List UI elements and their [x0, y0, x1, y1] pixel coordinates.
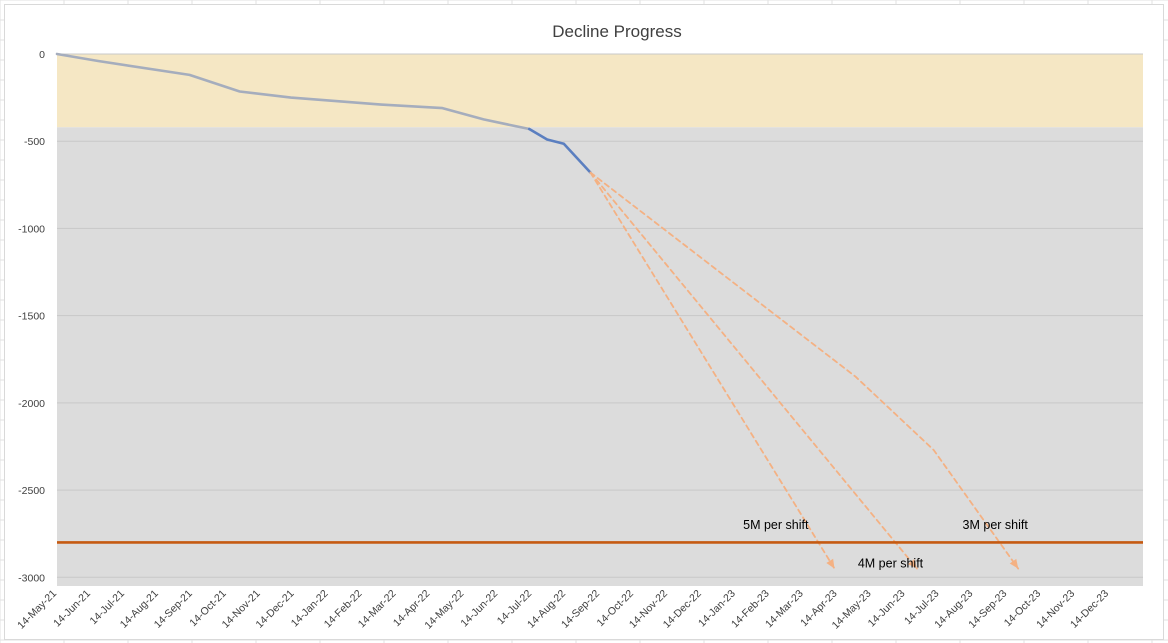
series-line [589, 171, 918, 570]
arrowhead-icon [826, 558, 835, 569]
series-line [589, 171, 1020, 570]
annotations: 5M per shift 4M per shift 3M per shift [743, 518, 1028, 570]
chart-area[interactable]: Decline Progress 0 -500 -1000 -1500 -2000 -25… [4, 4, 1164, 640]
x-tick-label: 14-Jun-21 [51, 588, 93, 630]
y-tick-label: -1000 [18, 223, 45, 235]
band-upper [57, 54, 1143, 128]
y-tick-label: -2500 [18, 485, 45, 497]
x-tick-label: 14-Jun-22 [458, 588, 500, 630]
series-layer [55, 52, 1020, 570]
background-bands [57, 54, 1143, 586]
annotation-label: 5M per shift [743, 518, 809, 532]
chart-title: Decline Progress [552, 22, 681, 41]
x-tick-label: 14-Jun-23 [866, 588, 908, 630]
y-tick-label: -1500 [18, 311, 45, 323]
arrowhead-icon [1009, 558, 1019, 569]
arrowhead-icon [908, 559, 917, 569]
gridlines [57, 53, 1143, 578]
series-line [589, 171, 836, 570]
x-axis-tick-labels: 14-May-2114-Jun-2114-Jul-2114-Aug-2114-S… [15, 588, 1111, 632]
y-tick-label: -500 [24, 136, 45, 148]
x-tick-label: 14-May-21 [15, 588, 59, 632]
decline-progress-chart: Decline Progress 0 -500 -1000 -1500 -2000 -25… [15, 22, 1143, 632]
annotation-label: 4M per shift [858, 556, 924, 570]
band-lower [57, 127, 1143, 586]
y-tick-label: 0 [39, 49, 45, 61]
y-tick-label: -3000 [18, 572, 45, 584]
y-axis-tick-labels: 0 -500 -1000 -1500 -2000 -2500 -3000 [18, 49, 45, 584]
annotation-label: 3M per shift [963, 518, 1029, 532]
y-tick-label: -2000 [18, 398, 45, 410]
series-line [527, 127, 592, 174]
series-line [55, 52, 531, 131]
